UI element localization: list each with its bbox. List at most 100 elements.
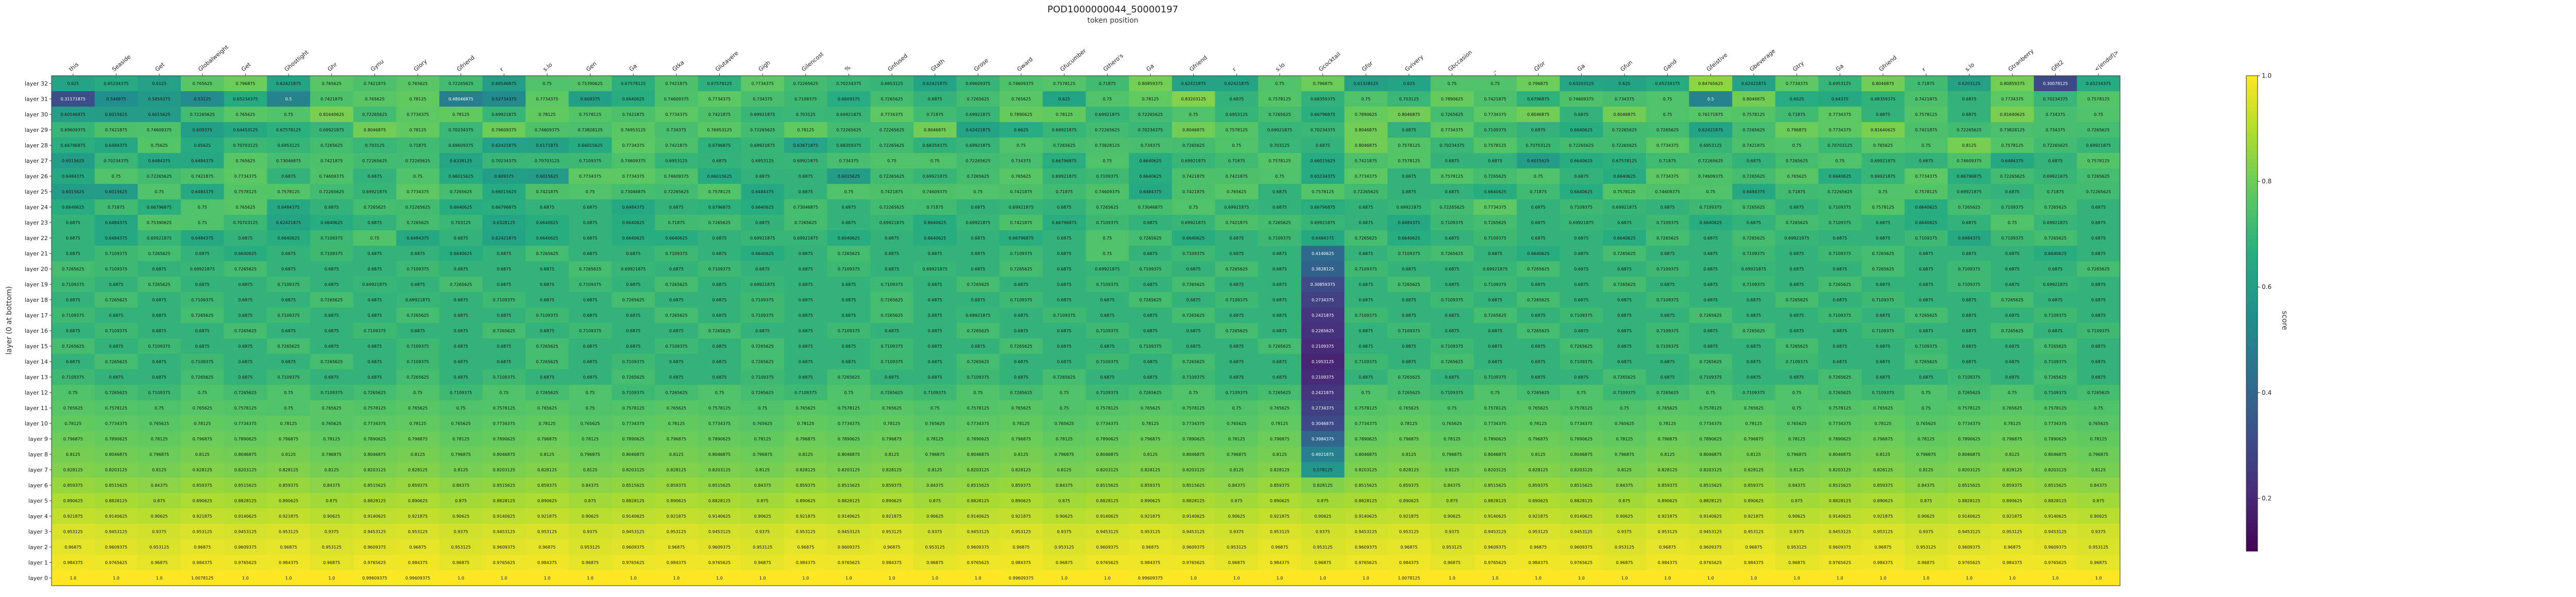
cell-value-label: 0.6875	[367, 313, 382, 318]
cell-value-label: 0.765625	[235, 112, 255, 117]
cell-value-label: 0.75390625	[578, 81, 602, 86]
cell-value-label: 0.6875	[497, 267, 511, 271]
cell-value-label: 0.7109375	[1829, 220, 1851, 225]
cell-value-label: 0.734375	[753, 97, 772, 101]
heatmap-cell	[224, 122, 267, 138]
colorbar-segment	[2246, 182, 2258, 187]
cell-value-label: 0.84375	[926, 483, 943, 488]
cell-value-label: 0.7890625	[1355, 437, 1377, 441]
cell-value-label: 0.984375	[1270, 560, 1290, 565]
cell-value-label: 0.67578125	[621, 81, 646, 86]
cell-value-label: 0.6875	[755, 174, 770, 179]
cell-value-label: 0.7578125	[493, 406, 515, 411]
cell-value-label: 0.796875	[1141, 437, 1160, 441]
heatmap-cell	[1129, 122, 1173, 138]
cell-value-label: 0.8203125	[1355, 468, 1377, 472]
cell-value-label: 0.84375	[1616, 483, 1633, 488]
colorbar-segment	[2246, 91, 2258, 96]
cell-value-label: 0.69921875	[492, 112, 516, 117]
y-tick-label: layer 23	[25, 219, 48, 226]
cell-value-label: 0.9453125	[234, 530, 257, 534]
cell-value-label: 0.6875	[799, 282, 813, 287]
x-tick-label: <|endof|>	[2093, 49, 2120, 73]
x-tick-label: Gbccasion	[1447, 49, 1473, 73]
cell-value-label: 0.921875	[1011, 514, 1031, 519]
heatmap-cell	[396, 91, 440, 107]
cell-value-label: 0.6875	[1229, 375, 1244, 380]
cell-value-label: 0.6015625	[105, 112, 127, 117]
x-tick-label: Ga	[628, 63, 638, 73]
cell-value-label: 0.8203125	[105, 468, 127, 472]
heatmap-cell	[1387, 138, 1431, 153]
cell-value-label: 0.6875	[1919, 267, 1934, 271]
cell-value-label: 0.6875	[583, 313, 598, 318]
cell-value-label: 0.8046875	[1355, 143, 1377, 148]
heatmap-cell	[913, 184, 957, 200]
cell-value-label: 0.921875	[1399, 514, 1419, 519]
cell-value-label: 0.75	[1878, 190, 1888, 194]
colorbar-segment	[2246, 527, 2258, 532]
cell-value-label: 0.74609375	[319, 174, 344, 179]
cell-value-label: 0.9453125	[1829, 530, 1851, 534]
heatmap-cell	[655, 199, 699, 215]
cell-value-label: 0.6875	[841, 313, 856, 318]
cell-value-label: 0.9375	[1919, 530, 1934, 534]
cell-value-label: 0.6875	[1919, 251, 1934, 256]
cell-value-label: 0.6875	[1316, 143, 1330, 148]
heatmap-cell	[1732, 76, 1776, 92]
cell-value-label: 0.78125	[1142, 97, 1159, 101]
cell-value-label: 0.6875	[66, 298, 80, 302]
colorbar-segment	[2246, 432, 2258, 437]
cell-value-label: 0.7265625	[1355, 236, 1377, 241]
cell-value-label: 0.7578125	[364, 406, 386, 411]
cell-value-label: 0.7109375	[579, 329, 601, 333]
cell-value-label: 0.75	[1835, 159, 1844, 163]
cell-value-label: 0.8203125	[1958, 468, 1980, 472]
cell-value-label: 0.7890625	[1096, 437, 1118, 441]
cell-value-label: 0.6484375	[191, 236, 213, 241]
cell-value-label: 0.7265625	[2001, 329, 2023, 333]
cell-value-label: 0.859375	[1744, 483, 1764, 488]
cell-value-label: 0.7578125	[234, 406, 257, 411]
y-tick-label: layer 22	[25, 235, 48, 242]
cell-value-label: 0.84375	[1228, 483, 1245, 488]
heatmap-cell	[1344, 107, 1388, 123]
heatmap-cell	[827, 199, 871, 215]
cell-value-label: 0.7265625	[191, 375, 213, 380]
y-tick-label: layer 14	[25, 359, 48, 365]
heatmap-cell	[913, 199, 957, 215]
cell-value-label: 0.72265625	[405, 159, 430, 163]
cell-value-label: 0.765625	[1011, 97, 1031, 101]
heatmap-cell	[1172, 168, 1215, 184]
cell-value-label: 0.71875	[1228, 159, 1245, 163]
cell-value-label: 0.75	[413, 390, 422, 395]
cell-value-label: 0.6875	[1790, 251, 1804, 256]
heatmap-cell	[1129, 199, 1173, 215]
cell-value-label: 0.7265625	[1139, 236, 1161, 241]
cell-value-label: 0.6875	[1531, 220, 1546, 225]
cell-value-label: 0.7734375	[1656, 174, 1679, 179]
heatmap-cell	[1818, 107, 1862, 123]
heatmap-cell	[1473, 199, 1517, 215]
cell-value-label: 0.7890625	[493, 437, 515, 441]
cell-value-label: 0.7265625	[148, 282, 170, 287]
cell-value-label: 0.8046875	[838, 452, 860, 457]
cell-value-label: 0.7109375	[406, 267, 429, 271]
y-tick-label: layer 4	[28, 513, 48, 520]
cell-value-label: 0.6875	[1531, 344, 1546, 349]
colorbar-segment	[2246, 210, 2258, 215]
cell-value-label: 0.7265625	[1786, 220, 1808, 225]
cell-value-label: 0.7734375	[406, 190, 429, 194]
cell-value-label: 1.0	[1277, 576, 1283, 581]
cell-value-label: 0.6875	[1962, 220, 1976, 225]
heatmap-cell	[138, 153, 181, 169]
cell-value-label: 0.2421875	[1312, 390, 1334, 395]
cell-value-label: 0.6875	[1962, 360, 1976, 364]
cell-value-label: 0.984375	[1744, 560, 1764, 565]
cell-value-label: 0.72265625	[1827, 190, 1852, 194]
cell-value-label: 0.84765625	[1698, 81, 1723, 86]
cell-value-label: 0.6875	[669, 298, 684, 302]
colorbar-segment	[2246, 515, 2258, 520]
cell-value-label: 0.90625	[1788, 514, 1805, 519]
cell-value-label: 0.9765625	[1484, 560, 1506, 565]
